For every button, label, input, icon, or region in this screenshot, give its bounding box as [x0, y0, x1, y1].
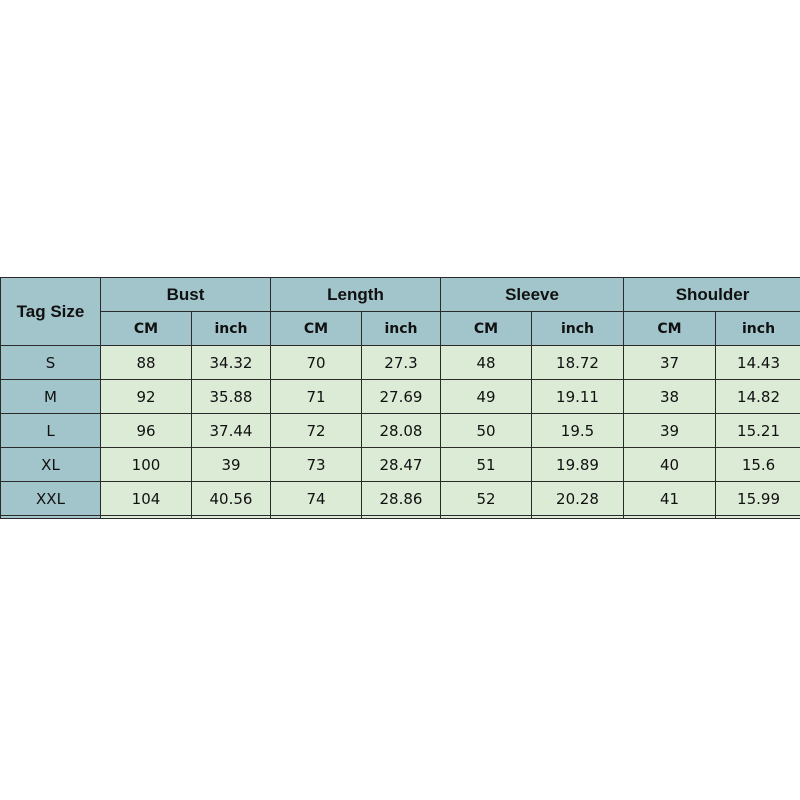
value-cell: 100: [100, 447, 192, 482]
value-cell: 52: [440, 481, 532, 516]
value-cell: [530, 515, 625, 519]
value-cell: 41: [623, 481, 717, 516]
value-cell: 104: [100, 481, 192, 516]
table-row-partial: [0, 515, 800, 519]
unit-cm: CM: [440, 311, 532, 346]
value-cell: 28.47: [361, 447, 441, 482]
bust-header: Bust: [100, 277, 271, 312]
unit-cm: CM: [100, 311, 192, 346]
value-cell: [361, 515, 441, 519]
table-row: XXL 104 40.56 74 28.86 52 20.28 41 15.99: [0, 481, 800, 516]
value-cell: 50: [440, 413, 532, 448]
value-cell: 15.6: [715, 447, 800, 482]
value-cell: 19.89: [530, 447, 625, 482]
value-cell: 74: [270, 481, 362, 516]
table-row: M 92 35.88 71 27.69 49 19.11 38 14.82: [0, 379, 800, 414]
value-cell: 49: [440, 379, 532, 414]
value-cell: 38: [623, 379, 717, 414]
value-cell: 15.99: [715, 481, 800, 516]
value-cell: [440, 515, 532, 519]
value-cell: 88: [100, 345, 192, 380]
tag-size-header: Tag Size: [0, 277, 101, 346]
table-row: L 96 37.44 72 28.08 50 19.5 39 15.21: [0, 413, 800, 448]
value-cell: 48: [440, 345, 532, 380]
value-cell: 96: [100, 413, 192, 448]
value-cell: [100, 515, 192, 519]
value-cell: 51: [440, 447, 532, 482]
value-cell: 19.5: [530, 413, 625, 448]
unit-cm: CM: [623, 311, 717, 346]
size-chart-table: Tag Size Bust Length Sleeve Shoulder CM …: [0, 277, 800, 519]
value-cell: [715, 515, 800, 519]
header-row-units: CM inch CM inch CM inch CM inch: [1, 311, 800, 346]
value-cell: 18.72: [530, 345, 625, 380]
unit-inch: inch: [191, 311, 271, 346]
value-cell: 72: [270, 413, 362, 448]
size-cell: S: [0, 345, 101, 380]
value-cell: 92: [100, 379, 192, 414]
value-cell: 27.69: [361, 379, 441, 414]
unit-inch: inch: [361, 311, 441, 346]
size-cell: XXL: [0, 481, 101, 516]
length-header: Length: [270, 277, 441, 312]
size-cell: [0, 515, 101, 519]
size-cell: L: [0, 413, 101, 448]
value-cell: 40: [623, 447, 717, 482]
value-cell: 35.88: [191, 379, 271, 414]
value-cell: 28.08: [361, 413, 441, 448]
sleeve-header: Sleeve: [439, 277, 625, 312]
value-cell: 27.3: [361, 345, 441, 380]
unit-cm: CM: [270, 311, 362, 346]
value-cell: 71: [270, 379, 362, 414]
value-cell: 37.44: [191, 413, 271, 448]
unit-inch: inch: [530, 311, 625, 346]
unit-inch: inch: [715, 311, 800, 346]
value-cell: 73: [270, 447, 362, 482]
value-cell: 15.21: [715, 413, 800, 448]
value-cell: 19.11: [530, 379, 625, 414]
header-row-groups: Tag Size Bust Length Sleeve Shoulder: [0, 277, 800, 346]
size-cell: XL: [0, 447, 101, 482]
value-cell: 39: [623, 413, 717, 448]
value-cell: [270, 515, 362, 519]
value-cell: 28.86: [361, 481, 441, 516]
size-cell: M: [0, 379, 101, 414]
value-cell: 14.82: [715, 379, 800, 414]
table-row: S 88 34.32 70 27.3 48 18.72 37 14.43: [0, 345, 800, 380]
value-cell: 34.32: [191, 345, 271, 380]
value-cell: [623, 515, 717, 519]
value-cell: 20.28: [530, 481, 625, 516]
table-row: XL 100 39 73 28.47 51 19.89 40 15.6: [0, 447, 800, 482]
value-cell: 39: [191, 447, 271, 482]
shoulder-header: Shoulder: [623, 277, 800, 312]
value-cell: 70: [270, 345, 362, 380]
value-cell: [191, 515, 271, 519]
value-cell: 37: [623, 345, 717, 380]
value-cell: 14.43: [715, 345, 800, 380]
value-cell: 40.56: [191, 481, 271, 516]
